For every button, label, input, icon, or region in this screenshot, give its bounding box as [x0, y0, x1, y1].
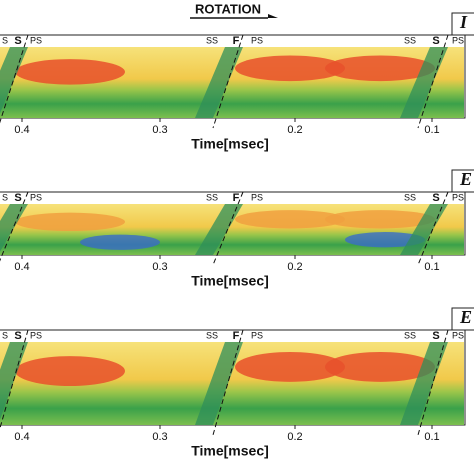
contour-blob — [345, 232, 425, 248]
blade-line — [212, 191, 244, 266]
blade-wake — [400, 204, 448, 255]
blade-line — [417, 329, 449, 436]
blade-label: SS — [404, 330, 416, 340]
contour-blob — [15, 212, 125, 232]
x-tick-label: 0.3 — [152, 124, 167, 136]
x-axis-label: Time[msec] — [191, 273, 269, 289]
blade-label: S — [2, 35, 8, 45]
x-axis-label: Time[msec] — [191, 443, 269, 459]
blade-label: SS — [206, 35, 218, 45]
panel-label: E — [459, 307, 472, 327]
blade-wake — [0, 47, 28, 114]
blade-line — [417, 34, 449, 129]
blade-line — [212, 329, 244, 436]
blade-line — [0, 329, 29, 430]
blade-wake — [195, 47, 243, 118]
blade-label: PS — [30, 192, 42, 202]
blade-label: F — [233, 35, 240, 47]
x-tick-label: 0.2 — [287, 124, 302, 136]
blade-label: S — [2, 330, 8, 340]
x-axis-label: Time[msec] — [191, 136, 269, 152]
contour-blob — [325, 210, 435, 229]
blade-label: PS — [452, 192, 464, 202]
panel-label-box — [451, 169, 474, 193]
contour-blob — [325, 351, 435, 382]
blade-wake — [195, 342, 243, 425]
blade-label: SS — [206, 192, 218, 202]
contour-blob — [80, 234, 160, 250]
blade-label: S — [14, 330, 21, 342]
x-tick-label: 0.4 — [14, 124, 29, 136]
x-tick-label: 0.4 — [14, 261, 29, 273]
blade-label: F — [233, 330, 240, 342]
blade-line — [0, 191, 29, 262]
contour-blob — [325, 55, 435, 82]
blade-label: S — [14, 35, 21, 47]
x-tick-label: 0.3 — [152, 261, 167, 273]
blade-line — [0, 34, 29, 124]
blade-line — [212, 34, 244, 129]
blade-label: SS — [404, 35, 416, 45]
blade-label: PS — [452, 330, 464, 340]
blade-label: PS — [452, 35, 464, 45]
blade-label: S — [432, 330, 439, 342]
x-tick-label: 0.4 — [14, 431, 29, 443]
blade-label: S — [14, 192, 21, 204]
x-tick-label: 0.2 — [287, 431, 302, 443]
x-tick-label: 0.2 — [287, 261, 302, 273]
blade-wake — [400, 47, 448, 118]
contour-blob — [235, 55, 345, 82]
blade-label: SS — [404, 192, 416, 202]
blade-label: S — [432, 192, 439, 204]
blade-line — [417, 191, 449, 266]
panel-label: E — [459, 169, 472, 189]
blade-label: F — [233, 192, 240, 204]
x-tick-label: 0.3 — [152, 431, 167, 443]
x-tick-label: 0.1 — [424, 261, 439, 273]
x-tick-label: 0.1 — [424, 124, 439, 136]
panel-label-box — [451, 12, 474, 36]
panel-label: I — [459, 12, 468, 32]
blade-wake — [195, 204, 243, 255]
arrow-head — [268, 14, 278, 18]
blade-label: PS — [251, 35, 263, 45]
blade-wake — [400, 342, 448, 425]
blade-label: PS — [251, 330, 263, 340]
x-tick-label: 0.1 — [424, 431, 439, 443]
blade-label: S — [2, 192, 8, 202]
blade-label: PS — [30, 330, 42, 340]
blade-label: PS — [251, 192, 263, 202]
contour-blob — [235, 351, 345, 382]
title: ROTATION — [195, 1, 261, 16]
blade-wake — [0, 204, 28, 252]
panel-label-box — [451, 307, 474, 331]
blade-label: S — [432, 35, 439, 47]
blade-label: SS — [206, 330, 218, 340]
contour-blob — [15, 59, 125, 85]
contour-blob — [235, 210, 345, 229]
blade-label: PS — [30, 35, 42, 45]
blade-wake — [0, 342, 28, 420]
contour-blob — [15, 356, 125, 386]
